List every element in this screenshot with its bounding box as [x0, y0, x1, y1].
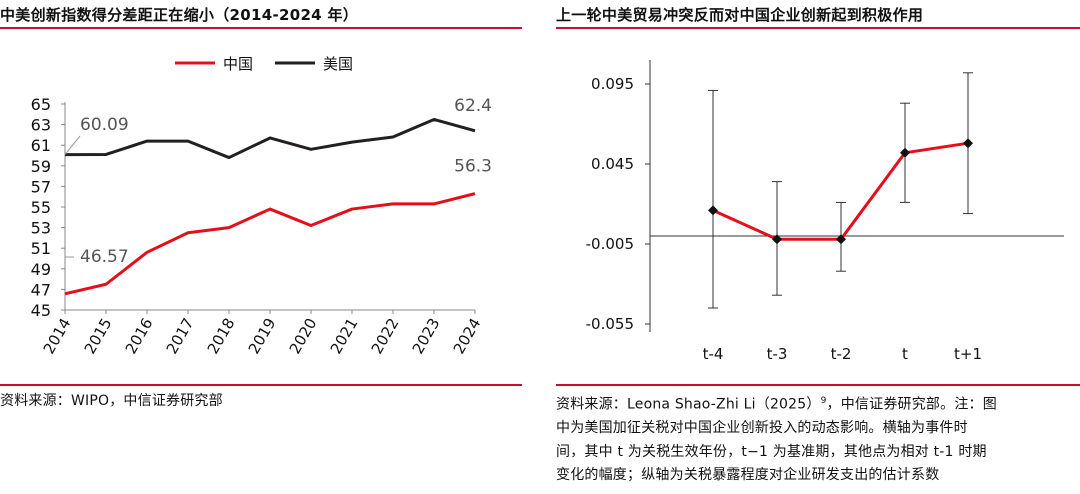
y-tick-label: 0.095 [591, 75, 634, 93]
series-line-1 [64, 117, 476, 160]
footnote-ref: 9 [820, 396, 827, 406]
x-tick-label: 2024 [450, 315, 485, 357]
left-title-rule [0, 27, 522, 29]
left-chart-panel: 中美创新指数得分差距正在缩小（2014-2024 年） 45 47 49 51 53 55… [0, 0, 522, 494]
estimate-point [772, 234, 782, 245]
left-source-rule [0, 384, 522, 386]
right-source-line-1: 资料来源：Leona Shao-Zhi Li（2025）9，中信证券研究部。注：… [556, 390, 1078, 417]
series-line-0 [64, 192, 476, 296]
annotation-cn-start: 46.57 [80, 247, 129, 267]
legend-label-1: 美国 [323, 55, 353, 73]
x-tick-label: 2023 [409, 315, 444, 357]
right-title-rule [556, 27, 1080, 29]
y-tick-label: 59 [31, 157, 51, 176]
y-tick-label: 0.045 [591, 155, 634, 173]
x-tick-label: 2014 [40, 315, 75, 357]
annotation-us-start: 60.09 [80, 115, 129, 135]
annotation-cn-end: 56.3 [454, 157, 492, 177]
right-source-line-4: 变化的幅度；纵轴为关税暴露程度对企业研发支出的估计系数 [556, 467, 940, 484]
right-chart-title: 上一轮中美贸易冲突反而对中国企业创新起到积极作用 [556, 6, 924, 24]
left-chart-title: 中美创新指数得分差距正在缩小（2014-2024 年） [0, 6, 359, 24]
x-tick-label: t-2 [831, 345, 852, 363]
right-source-rule [556, 384, 1080, 386]
left-source-note: 资料来源：WIPO，中信证券研究部 [0, 393, 223, 409]
y-tick-label: 65 [31, 95, 51, 114]
right-source-note: 资料来源：Leona Shao-Zhi Li（2025）9，中信证券研究部。注：… [556, 390, 1078, 488]
y-tick-label: 49 [31, 260, 51, 279]
legend-label-0: 中国 [223, 55, 253, 73]
x-tick-label: 2018 [204, 315, 239, 357]
x-tick-label: t-4 [703, 345, 724, 363]
x-tick-label: t-3 [767, 345, 788, 363]
x-tick-label: t [902, 345, 908, 363]
y-tick-label: 63 [31, 116, 51, 135]
x-tick-label: 2015 [81, 315, 116, 357]
x-tick-label: 2017 [163, 315, 198, 357]
y-tick-label: -0.005 [586, 235, 634, 253]
x-tick-label: 2019 [245, 315, 280, 357]
y-tick-label: 57 [31, 177, 51, 196]
estimate-point [836, 234, 846, 245]
y-tick-label: 47 [31, 280, 51, 299]
x-tick-label: 2020 [286, 315, 321, 357]
y-tick-label: 53 [31, 219, 51, 238]
estimate-point [963, 138, 973, 149]
annotation-leader-us-start [64, 135, 81, 155]
estimate-point [900, 147, 910, 158]
annotation-us-end: 62.4 [454, 96, 492, 116]
y-tick-label: 51 [31, 239, 51, 258]
y-tick-label: 45 [31, 301, 51, 320]
right-source-line-2: 中为美国加征关税对中国企业创新投入的动态影响。横轴为事件时 [556, 420, 968, 437]
y-tick-label: -0.055 [586, 315, 634, 333]
source-text: 资料来源：Leona Shao-Zhi Li（2025） [556, 396, 821, 413]
x-tick-label: 2016 [122, 315, 157, 357]
y-tick-label: 61 [31, 136, 51, 155]
right-chart-panel: 上一轮中美贸易冲突反而对中国企业创新起到积极作用 -0.055 -0.005 0.0… [556, 0, 1080, 494]
y-tick-label: 55 [31, 198, 51, 217]
estimate-point [708, 205, 718, 216]
right-source-line-3: 间，其中 t 为关税生效年份，t−1 为基准期，其他点为相对 t-1 时期 [556, 443, 987, 460]
x-tick-label: t+1 [954, 345, 982, 363]
x-tick-label: 2021 [327, 315, 362, 357]
tariff-effect-errorbar-chart: -0.055 -0.005 0.045 0.095 t-4 t-3 t-2 t t+1 [586, 60, 1064, 363]
source-text-cont: ，中信证券研究部。注：图 [826, 396, 997, 413]
x-tick-label: 2022 [368, 315, 403, 357]
